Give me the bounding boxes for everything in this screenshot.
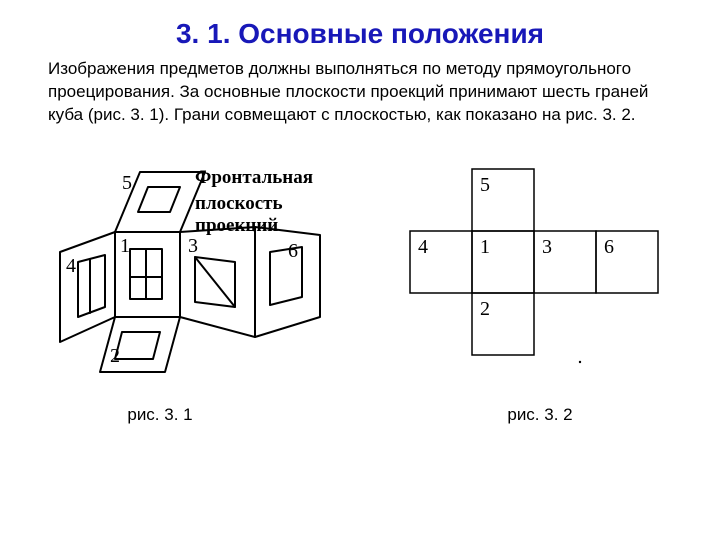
figure-3-2: 1 2 3 4 5 6 рис. 3. 2 <box>390 157 690 425</box>
fig1-num-1: 1 <box>120 235 130 257</box>
fig2-caption: рис. 3. 2 <box>390 405 690 425</box>
net-label-3: 3 <box>542 236 552 258</box>
fig1-caption: рис. 3. 1 <box>0 405 370 425</box>
net-label-1: 1 <box>480 236 490 258</box>
fig1-num-6: 6 <box>288 240 298 262</box>
net-label-5: 5 <box>480 174 490 196</box>
fig2-svg: 1 2 3 4 5 6 <box>390 157 690 387</box>
fig1-num-3: 3 <box>188 235 198 257</box>
fig1-label-bottom: плоскость проекций <box>195 193 370 237</box>
net-label-2: 2 <box>480 298 490 320</box>
figure-3-1: Фронтальная плоскость проекций <box>30 157 370 425</box>
fig1-num-2: 2 <box>110 345 120 367</box>
body-paragraph: Изображения предметов должны выполняться… <box>0 58 720 127</box>
net-label-4: 4 <box>418 236 428 258</box>
fig1-num-4: 4 <box>66 255 76 277</box>
fig1-num-5: 5 <box>122 172 132 194</box>
page-title: 3. 1. Основные положения <box>0 0 720 58</box>
fig1-label-top: Фронтальная <box>195 167 313 189</box>
figures-container: Фронтальная плоскость проекций <box>0 157 720 425</box>
fig1-svg: 5 1 4 2 3 6 <box>30 157 370 387</box>
net-label-6: 6 <box>604 236 614 258</box>
